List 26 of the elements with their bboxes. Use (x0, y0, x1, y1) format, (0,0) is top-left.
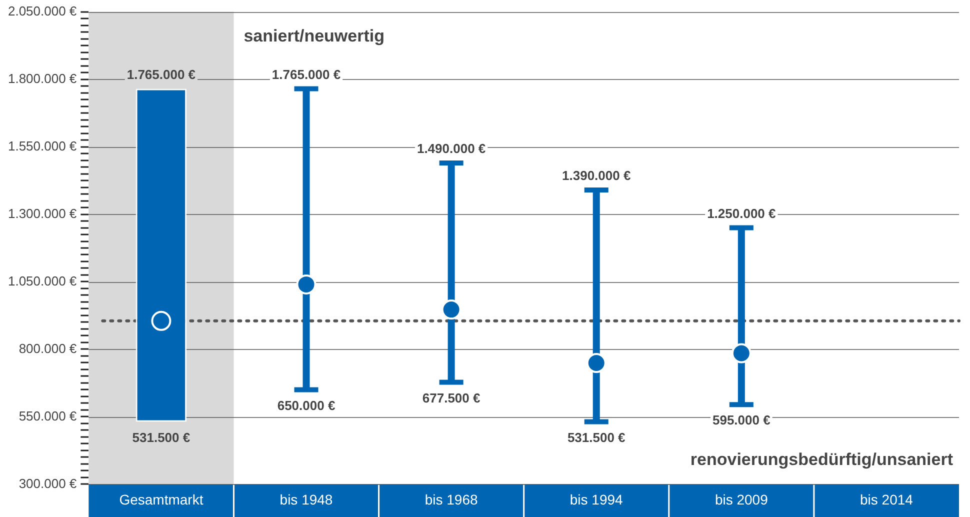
annotation: 1.490.000 € (416, 141, 486, 156)
y-tick-label: 800.000 € (18, 340, 78, 356)
y-tick-label: 1.800.000 € (8, 70, 78, 86)
y-tick-label: 300.000 € (18, 476, 78, 491)
x-tick-label: Gesamtmarkt (119, 491, 204, 508)
x-tick-label: bis 1968 (424, 491, 478, 508)
y-tick-label: 1.300.000 € (8, 206, 78, 221)
annotation: 677.500 € (422, 390, 480, 406)
annotation: 531.500 € (567, 430, 626, 445)
y-tick-label: 2.050.000 € (8, 3, 78, 18)
x-tick-label: bis 2009 (714, 491, 768, 508)
annotation: 1.390.000 € (562, 168, 631, 184)
annotation: 1.765.000 € (126, 66, 196, 82)
y-tick-label: 1.050.000 € (8, 273, 78, 288)
annotation: 595.000 € (712, 412, 770, 428)
annotation: saniert/neuwertig (244, 26, 384, 46)
annotation: 650.000 € (277, 398, 336, 413)
y-tick-label: 550.000 € (18, 408, 78, 424)
y-tick-label: 1.550.000 € (8, 138, 78, 154)
x-tick-label: bis 1948 (280, 491, 333, 508)
x-tick-label: bis 2014 (860, 491, 914, 508)
annotation: 1.765.000 € (272, 66, 341, 82)
x-tick-label: bis 1994 (570, 491, 624, 508)
annotation: 531.500 € (132, 430, 190, 445)
annotation: 1.250.000 € (707, 206, 776, 221)
annotation: renovierungsbedürftig/unsaniert (690, 450, 954, 469)
